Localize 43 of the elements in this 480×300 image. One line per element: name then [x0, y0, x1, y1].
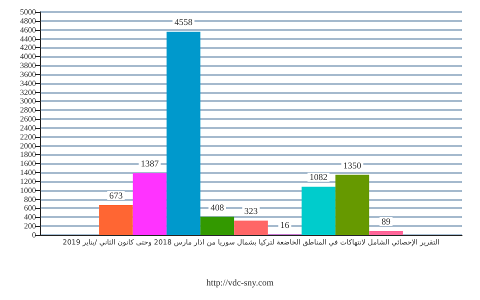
- y-tick-label: 800: [24, 194, 36, 204]
- data-label: 4558: [174, 17, 193, 28]
- bar: [335, 174, 370, 235]
- y-tick-label: 2400: [20, 123, 36, 132]
- y-tick-label: 1600: [20, 159, 36, 168]
- y-tick-label: 4400: [20, 34, 36, 44]
- data-label: 1387: [140, 158, 160, 169]
- data-label: 673: [109, 190, 124, 200]
- y-tick-label: 1800: [20, 150, 36, 160]
- data-label: 16: [280, 220, 290, 230]
- y-tick-label: 2600: [20, 114, 36, 124]
- y-tick-label: 3000: [20, 96, 36, 106]
- bar: [302, 186, 336, 235]
- y-tick-label: 2200: [20, 132, 36, 142]
- bar: [99, 204, 133, 235]
- y-tick-label: 2000: [20, 141, 36, 150]
- y-tick-label: 1000: [20, 186, 36, 195]
- bar: [200, 216, 234, 235]
- y-tick-label: 5000: [20, 8, 36, 16]
- y-tick-label: 3800: [20, 61, 36, 70]
- bar: [369, 231, 403, 235]
- y-tick-label: 4000: [20, 52, 36, 62]
- bar: [234, 220, 268, 235]
- bar: [166, 32, 200, 235]
- data-label: 408: [210, 202, 224, 212]
- y-tick-label: 3600: [20, 70, 36, 79]
- y-tick-label: 1400: [20, 168, 36, 178]
- y-tick-label: 4200: [20, 43, 36, 52]
- y-tick-label: 4600: [20, 25, 36, 34]
- y-tick-label: 3400: [20, 78, 36, 88]
- y-tick-label: 3200: [20, 88, 36, 97]
- y-tick-label: 600: [24, 204, 36, 213]
- y-tick-label: 1200: [20, 176, 36, 186]
- data-label: 323: [244, 206, 258, 216]
- y-tick-label: 200: [24, 222, 36, 231]
- data-label: 1082: [310, 172, 328, 182]
- y-tick-label: 400: [24, 212, 36, 222]
- text: http://vdc-sny.com: [206, 278, 274, 288]
- data-label: 89: [382, 216, 392, 227]
- y-tick-label: 2800: [20, 106, 36, 115]
- bar: [132, 173, 167, 235]
- data-label: 1350: [343, 160, 362, 170]
- y-tick-label: 4800: [20, 16, 36, 26]
